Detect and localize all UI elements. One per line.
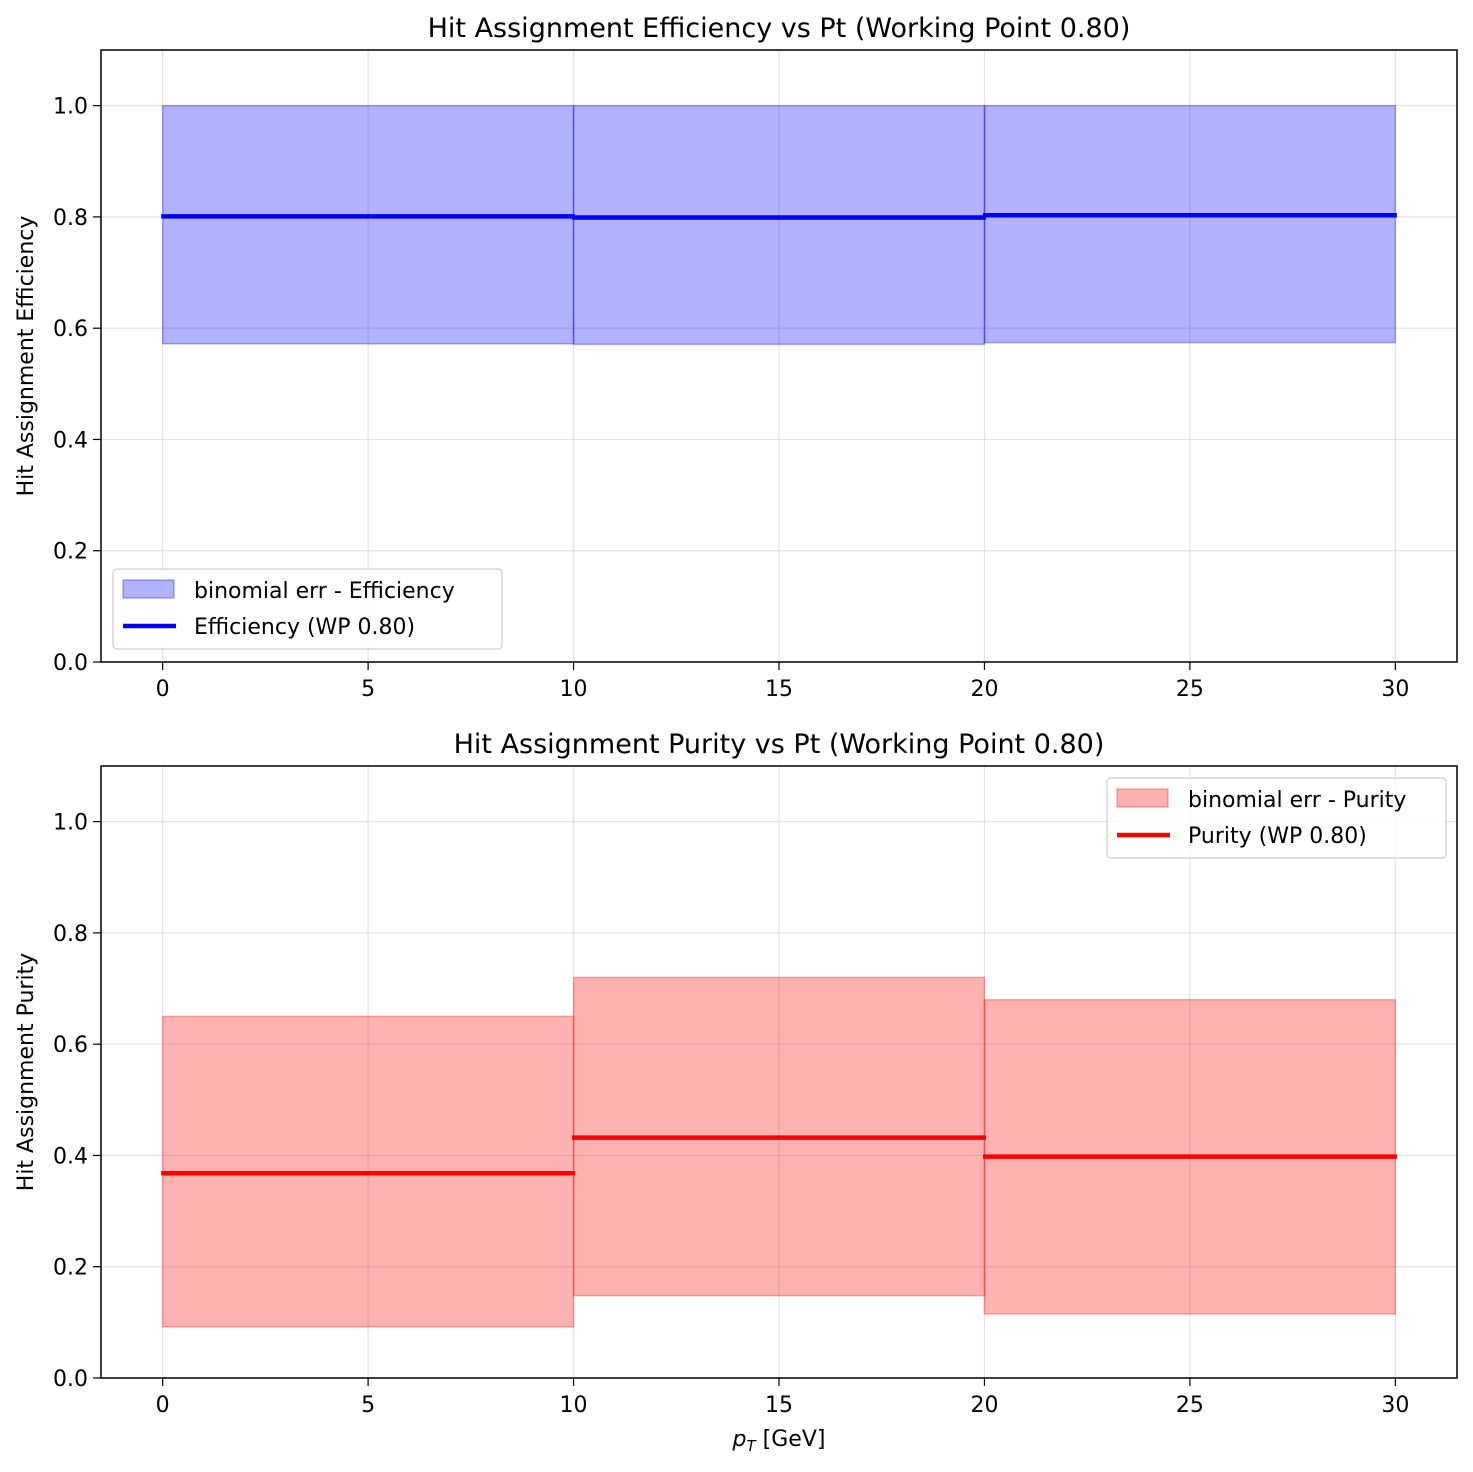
efficiency-legend: binomial err - Efficiency Efficiency (WP…	[112, 568, 503, 650]
purity-x-tick-label: 10	[560, 1393, 588, 1418]
efficiency-legend-band-swatch	[122, 579, 175, 599]
efficiency-x-tick-label: 15	[765, 677, 793, 702]
purity-x-tick-label: 25	[1176, 1393, 1204, 1418]
purity-y-tick-label: 0.8	[53, 922, 88, 947]
purity-x-axis-label: pT [GeV]	[732, 1427, 826, 1455]
purity-legend-box	[1106, 777, 1447, 859]
purity-x-ticks: 0 5 10 15 20 25 30	[156, 1378, 1409, 1418]
purity-y-axis-label: Hit Assignment Purity	[14, 953, 39, 1191]
efficiency-legend-band-label: binomial err - Efficiency	[194, 579, 455, 604]
efficiency-x-tick-label: 20	[970, 677, 998, 702]
efficiency-x-tick-label: 10	[560, 677, 588, 702]
purity-x-tick-label: 15	[765, 1393, 793, 1418]
efficiency-x-tick-label: 30	[1381, 677, 1409, 702]
efficiency-y-tick-label: 0.2	[53, 540, 88, 565]
efficiency-title: Hit Assignment Efficiency vs Pt (Working…	[428, 13, 1131, 44]
purity-y-tick-label: 1.0	[53, 811, 88, 836]
purity-y-tick-label: 0.2	[53, 1256, 88, 1281]
purity-legend-line-label: Purity (WP 0.80)	[1188, 824, 1367, 849]
efficiency-y-ticks: 0.0 0.2 0.4 0.6 0.8 1.0	[53, 95, 101, 676]
efficiency-y-axis-label: Hit Assignment Efficiency	[14, 216, 39, 497]
efficiency-error-band-bin-2	[983, 104, 1397, 344]
purity-x-tick-label: 0	[156, 1393, 170, 1418]
purity-x-tick-label: 5	[361, 1393, 375, 1418]
efficiency-legend-line-label: Efficiency (WP 0.80)	[194, 615, 415, 640]
efficiency-y-tick-label: 0.6	[53, 317, 88, 342]
efficiency-y-tick-label: 0.8	[53, 206, 88, 231]
purity-y-ticks: 0.0 0.2 0.4 0.6 0.8 1.0	[53, 811, 101, 1392]
efficiency-x-ticks: 0 5 10 15 20 25 30	[156, 662, 1409, 702]
efficiency-error-bands	[161, 104, 1397, 346]
purity-panel: Hit Assignment Purity vs Pt (Working Poi…	[14, 729, 1458, 1455]
x-axis-label-unit: [GeV]	[756, 1427, 826, 1452]
purity-legend: binomial err - Purity Purity (WP 0.80)	[1106, 777, 1447, 859]
purity-y-tick-label: 0.0	[53, 1367, 88, 1392]
efficiency-x-tick-label: 5	[361, 677, 375, 702]
efficiency-panel: Hit Assignment Efficiency vs Pt (Working…	[14, 13, 1458, 702]
x-axis-label-symbol: p	[732, 1427, 747, 1452]
efficiency-x-tick-label: 25	[1176, 677, 1204, 702]
efficiency-error-band-bin-1	[572, 104, 986, 346]
purity-x-tick-label: 30	[1381, 1393, 1409, 1418]
purity-x-tick-label: 20	[970, 1393, 998, 1418]
purity-y-tick-label: 0.6	[53, 1033, 88, 1058]
purity-legend-band-swatch	[1116, 788, 1169, 808]
efficiency-step-line	[161, 212, 1397, 220]
purity-error-bands	[161, 976, 1397, 1328]
purity-title: Hit Assignment Purity vs Pt (Working Poi…	[454, 729, 1105, 760]
efficiency-error-band-bin-0	[161, 104, 575, 345]
purity-legend-band-label: binomial err - Purity	[1188, 788, 1406, 813]
purity-step-line	[161, 1135, 1397, 1176]
efficiency-y-tick-label: 0.4	[53, 428, 88, 453]
purity-y-tick-label: 0.4	[53, 1144, 88, 1169]
x-axis-label-subscript: T	[747, 1437, 758, 1455]
efficiency-x-tick-label: 0	[156, 677, 170, 702]
efficiency-y-tick-label: 1.0	[53, 95, 88, 120]
efficiency-legend-box	[112, 568, 503, 650]
efficiency-y-tick-label: 0.0	[53, 651, 88, 676]
